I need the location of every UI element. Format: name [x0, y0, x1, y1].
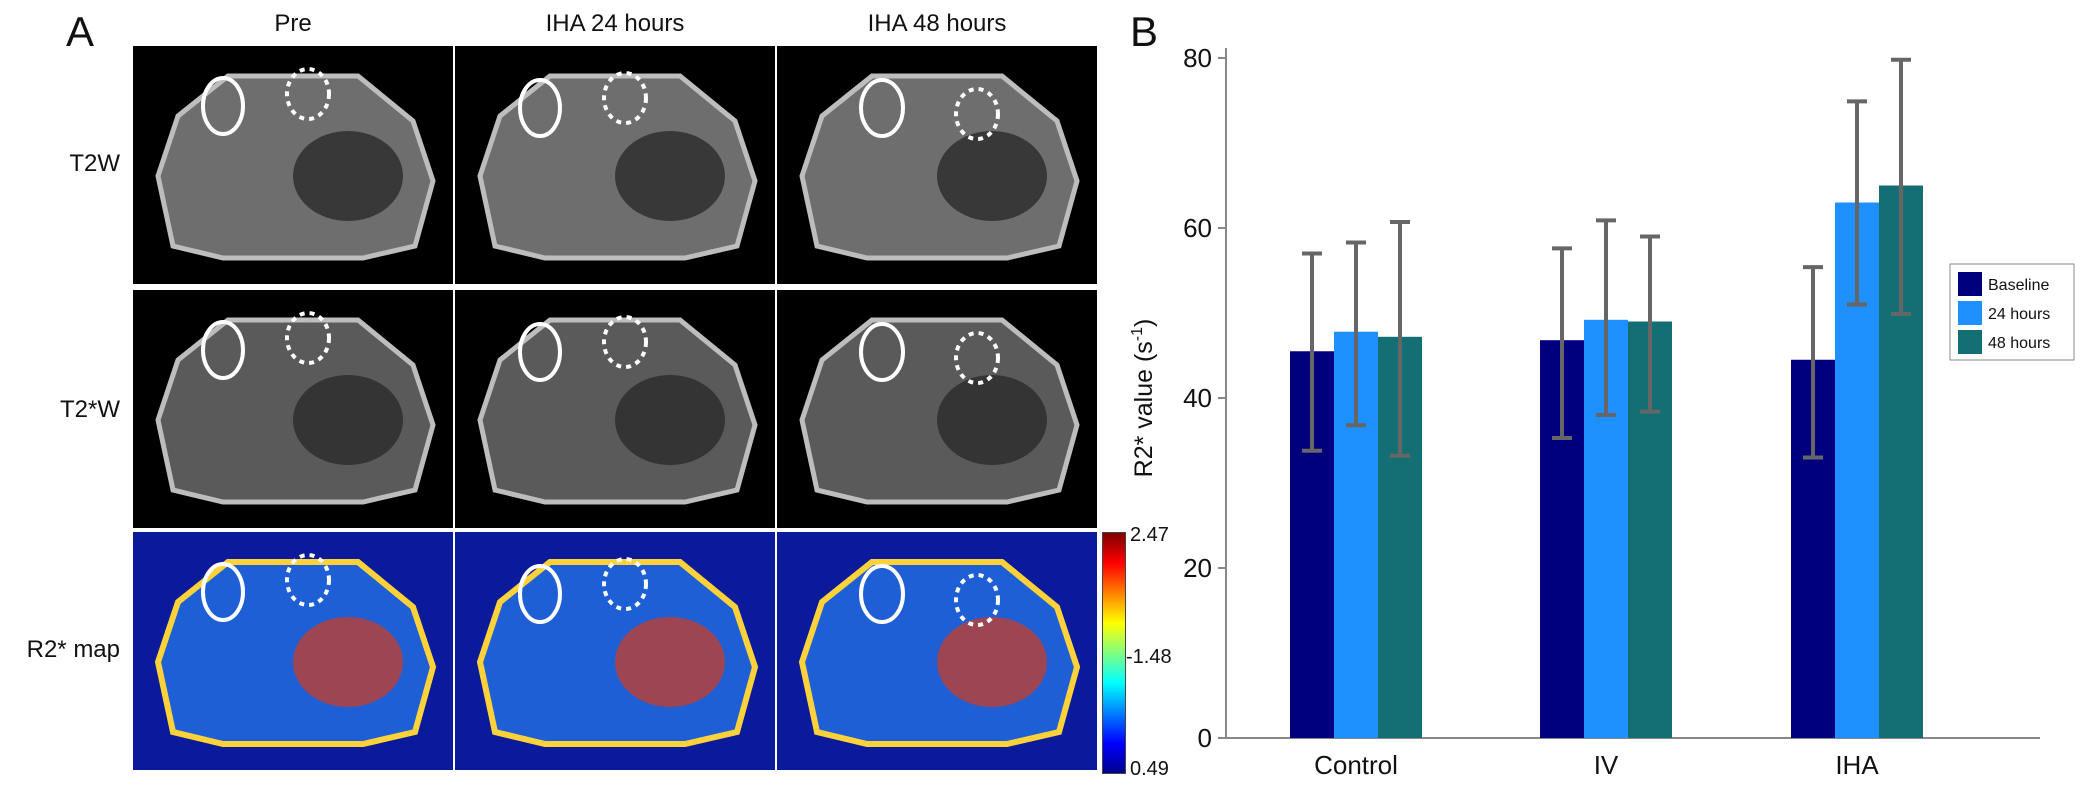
tumor-roi-solid-circle [201, 76, 245, 136]
y-tick-label: 0 [1198, 723, 1212, 753]
colorbar-max-label: 2.47 [1130, 524, 1169, 546]
row-header-t2w: T2W [69, 150, 120, 177]
legend-label: 24 hours [1988, 306, 2050, 323]
y-axis-label: R2* value (s-1) [1129, 319, 1158, 478]
y-tick-label: 20 [1183, 553, 1212, 583]
tumor-roi-dashed-circle [954, 573, 1000, 627]
row-header-t2star: T2*W [60, 396, 120, 423]
legend-swatch [1958, 272, 1982, 296]
mri-image [777, 532, 1097, 770]
tumor-roi-dashed-circle [602, 315, 648, 369]
r2-bar-chart: 0 20 40 60 80 R2* value (s-1) Control IV IHA Base… [1129, 43, 2075, 780]
tumor-roi-dashed-circle [602, 557, 648, 611]
tumor-roi-solid-circle [859, 564, 905, 624]
row-header-r2map: R2* map [26, 636, 120, 663]
colorbar-mid-label: -1.48 [1126, 646, 1172, 668]
tumor-roi-solid-circle [518, 322, 562, 382]
tumor-roi-solid-circle [518, 78, 562, 138]
mri-image [455, 46, 775, 284]
mri-image [777, 46, 1097, 284]
column-header-iha-48: IHA 48 hours [867, 10, 1007, 37]
column-header-iha-24: IHA 24 hours [545, 10, 685, 37]
x-tick-label: IV [1594, 750, 1619, 780]
panel-a-letter: A [66, 8, 95, 55]
tumor-roi-solid-circle [201, 562, 245, 622]
legend-swatch [1958, 330, 1982, 354]
mri-image [455, 290, 775, 528]
tumor-roi-dashed-circle [954, 331, 1000, 385]
column-header-pre: Pre [274, 10, 312, 37]
x-tick-label: IHA [1835, 750, 1879, 780]
y-tick-label: 40 [1183, 383, 1212, 413]
x-tick-label: Control [1314, 750, 1398, 780]
panel-b-letter: B [1130, 8, 1159, 55]
mri-image [455, 532, 775, 770]
tumor-roi-solid-circle [201, 320, 245, 380]
mri-image [133, 290, 453, 528]
y-tick-label: 60 [1183, 213, 1212, 243]
legend-label: Baseline [1988, 277, 2049, 294]
legend-label: 48 hours [1988, 335, 2050, 352]
mri-image [777, 290, 1097, 528]
tumor-roi-solid-circle [859, 322, 905, 382]
tumor-roi-dashed-circle [285, 311, 331, 365]
mri-image [133, 46, 453, 284]
tumor-roi-solid-circle [859, 78, 905, 138]
tumor-roi-dashed-circle [602, 71, 648, 125]
colorbar-min-label: 0.49 [1130, 758, 1169, 780]
tumor-roi-dashed-circle [285, 67, 331, 121]
y-tick-label: 80 [1183, 43, 1212, 73]
legend-swatch [1958, 301, 1982, 325]
mri-image [133, 532, 453, 770]
tumor-roi-dashed-circle [954, 87, 1000, 141]
tumor-roi-dashed-circle [285, 553, 331, 607]
tumor-roi-solid-circle [518, 564, 562, 624]
r2-colorbar [1102, 532, 1126, 774]
